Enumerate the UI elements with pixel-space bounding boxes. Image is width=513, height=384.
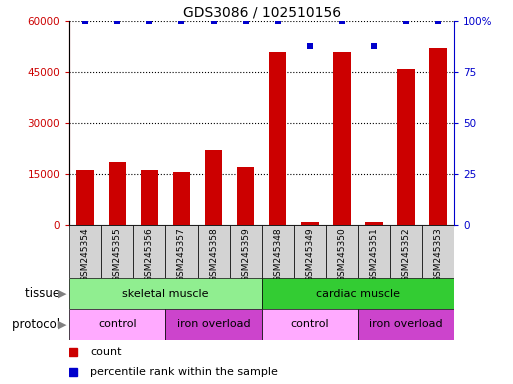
Point — [81, 18, 89, 24]
Bar — [165, 309, 262, 340]
Text: iron overload: iron overload — [176, 319, 250, 329]
Text: GSM245353: GSM245353 — [433, 227, 443, 282]
Text: iron overload: iron overload — [369, 319, 443, 329]
Point — [370, 43, 378, 49]
Bar — [141, 170, 158, 225]
Point — [402, 18, 410, 24]
Bar — [422, 225, 454, 278]
Text: ▶: ▶ — [58, 319, 67, 329]
Bar — [229, 225, 262, 278]
Bar — [365, 222, 383, 225]
Point — [145, 18, 153, 24]
Bar — [198, 225, 229, 278]
Bar — [69, 225, 102, 278]
Text: GSM245354: GSM245354 — [81, 227, 90, 282]
Title: GDS3086 / 102510156: GDS3086 / 102510156 — [183, 6, 341, 20]
Point — [434, 18, 442, 24]
Bar — [326, 225, 358, 278]
Bar — [102, 225, 133, 278]
Bar — [262, 278, 454, 309]
Bar — [262, 225, 293, 278]
Bar — [390, 225, 422, 278]
Point — [177, 18, 186, 24]
Text: count: count — [90, 347, 122, 357]
Text: tissue: tissue — [25, 287, 64, 300]
Text: cardiac muscle: cardiac muscle — [316, 289, 400, 299]
Bar — [205, 150, 222, 225]
Text: skeletal muscle: skeletal muscle — [122, 289, 209, 299]
Bar — [301, 222, 319, 225]
Text: GSM245349: GSM245349 — [305, 227, 314, 282]
Point — [242, 18, 250, 24]
Bar — [69, 278, 262, 309]
Point — [273, 18, 282, 24]
Bar — [109, 162, 126, 225]
Point — [338, 18, 346, 24]
Text: percentile rank within the sample: percentile rank within the sample — [90, 367, 278, 377]
Text: GSM245356: GSM245356 — [145, 227, 154, 282]
Bar — [269, 52, 286, 225]
Bar — [173, 172, 190, 225]
Bar — [262, 309, 358, 340]
Bar — [76, 170, 94, 225]
Bar — [237, 167, 254, 225]
Text: GSM245352: GSM245352 — [401, 227, 410, 282]
Bar — [333, 52, 350, 225]
Bar — [358, 309, 454, 340]
Text: GSM245358: GSM245358 — [209, 227, 218, 282]
Text: GSM245351: GSM245351 — [369, 227, 379, 282]
Text: GSM245357: GSM245357 — [177, 227, 186, 282]
Text: ▶: ▶ — [58, 289, 67, 299]
Bar — [133, 225, 165, 278]
Bar — [165, 225, 198, 278]
Bar — [69, 309, 165, 340]
Bar — [397, 69, 415, 225]
Text: GSM245355: GSM245355 — [113, 227, 122, 282]
Text: control: control — [98, 319, 136, 329]
Text: protocol: protocol — [12, 318, 64, 331]
Point — [306, 43, 314, 49]
Bar — [293, 225, 326, 278]
Bar — [358, 225, 390, 278]
Point — [113, 18, 122, 24]
Point — [209, 18, 218, 24]
Text: GSM245350: GSM245350 — [337, 227, 346, 282]
Text: GSM245359: GSM245359 — [241, 227, 250, 282]
Text: GSM245348: GSM245348 — [273, 227, 282, 282]
Text: control: control — [290, 319, 329, 329]
Bar — [429, 48, 447, 225]
